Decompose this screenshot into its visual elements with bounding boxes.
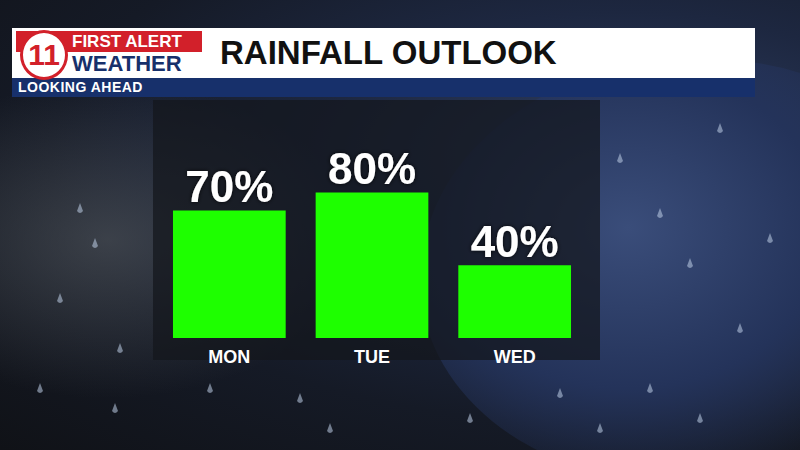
svg-text:WED: WED [494, 347, 536, 367]
svg-text:TUE: TUE [354, 347, 390, 367]
html-text:RAINFALL OUTLOOK: RAINFALL OUTLOOK [220, 34, 557, 71]
svg-text:70%: 70% [185, 162, 273, 211]
html-text:11: 11 [28, 38, 60, 71]
svg-text:MON: MON [208, 347, 250, 367]
svg-text:40%: 40% [471, 217, 559, 266]
svg-text:80%: 80% [328, 144, 416, 193]
html-text:LOOKING AHEAD: LOOKING AHEAD [18, 79, 143, 95]
html-text:FIRST ALERT: FIRST ALERT [72, 32, 182, 51]
html-text:WEATHER: WEATHER [72, 51, 182, 76]
